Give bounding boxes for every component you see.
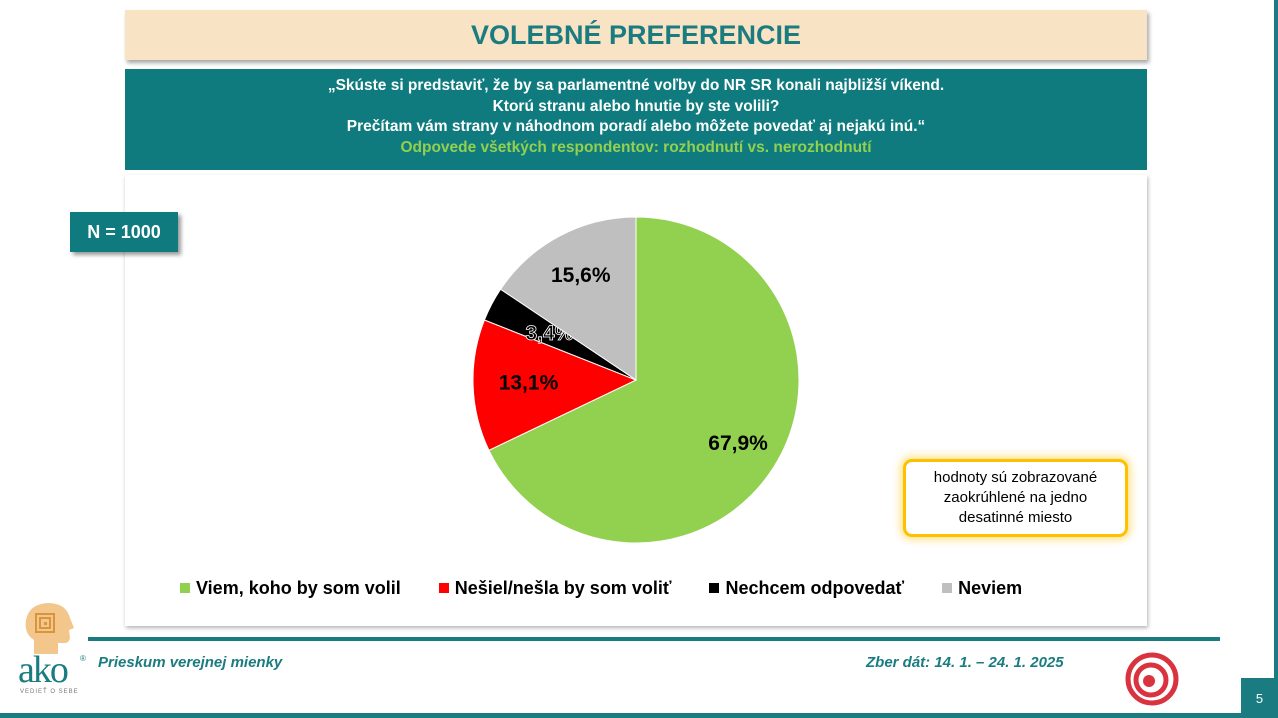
question-line-2: Ktorú stranu alebo hnutie by ste volili? xyxy=(492,97,780,115)
sample-size-badge: N = 1000 xyxy=(70,212,178,252)
legend-item: Neviem xyxy=(942,578,1022,599)
ako-tagline: VEDIEŤ O SEBE xyxy=(20,689,79,695)
ako-logo: ako ® VEDIEŤ O SEBE xyxy=(18,600,88,698)
legend-item: Nešiel/nešla by som voliť xyxy=(438,577,672,599)
ako-brand-text: ako xyxy=(18,649,69,691)
question-subtitle: Odpovede všetkých respondentov: rozhodnu… xyxy=(400,138,872,156)
legend-label: Neviem xyxy=(958,577,1023,598)
chart-legend: Viem, koho by som volil Nešiel/nešla by … xyxy=(180,576,1100,600)
legend-item: Nechcem odpovedať xyxy=(709,578,904,599)
legend-swatch xyxy=(180,583,190,593)
page-number: 5 xyxy=(1241,678,1278,718)
legend-label: Nešiel/nešla by som voliť xyxy=(454,577,672,598)
legend-item: Viem, koho by som volil xyxy=(180,578,401,599)
legend-swatch xyxy=(709,583,720,593)
footer-survey-label: Prieskum verejnej mienky xyxy=(98,654,283,671)
legend-label: Nechcem odpovedať xyxy=(725,577,905,598)
question-line-1: „Skúste si predstaviť, že by sa parlamen… xyxy=(327,77,945,94)
registered-mark: ® xyxy=(80,654,86,663)
question-line-3: Prečítam vám strany v náhodnom poradí al… xyxy=(346,118,926,135)
profile-head-maze-icon xyxy=(25,603,74,654)
chart-panel xyxy=(125,175,1147,626)
rounding-note: hodnoty sú zobrazované zaokrúhlené na je… xyxy=(903,459,1128,537)
footer-divider xyxy=(88,637,1220,641)
slide-title: VOLEBNÉ PREFERENCIE xyxy=(125,10,1147,60)
legend-label: Viem, koho by som volil xyxy=(196,577,401,598)
question-box: „Skúste si predstaviť, že by sa parlamen… xyxy=(125,69,1147,170)
legend-swatch xyxy=(942,583,953,593)
right-edge-bar xyxy=(1274,0,1278,718)
footer-collection-date: Zber dát: 14. 1. – 24. 1. 2025 xyxy=(866,654,1064,671)
bottom-edge-bar xyxy=(0,713,1278,718)
legend-swatch xyxy=(438,583,449,593)
red-swirl-icon xyxy=(1125,652,1179,706)
